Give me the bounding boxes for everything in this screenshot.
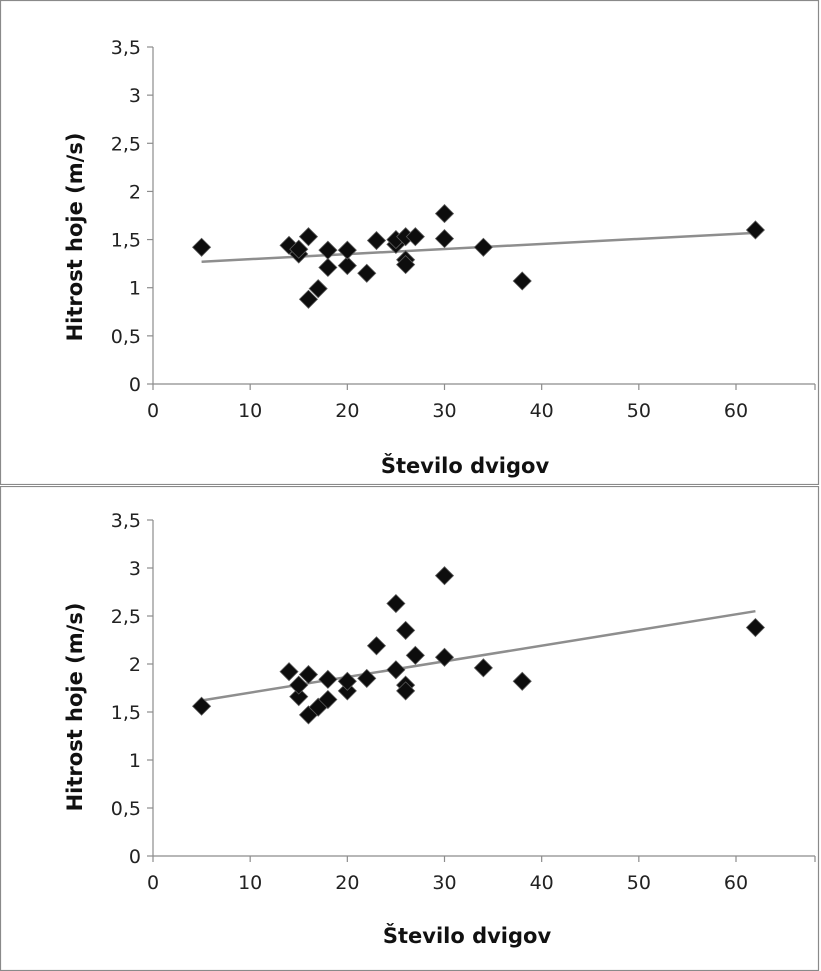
data-point (512, 271, 532, 291)
y-tick-label: 0 (129, 374, 141, 396)
data-point (357, 668, 377, 688)
y-tick-label: 1 (129, 278, 141, 300)
data-point (366, 230, 387, 251)
y-axis-label: Hitrost hoje (m/s) (63, 133, 87, 342)
data-point (396, 681, 416, 701)
chart-panel-top: 0 0,5 1 1,5 2 2,5 3 3,5 0 10 20 30 40 50 60 Hitrost ho… (0, 0, 821, 485)
data-point (386, 660, 406, 680)
y-tick-label: 3,5 (111, 37, 141, 59)
x-tick-label: 40 (530, 400, 554, 422)
data-point (366, 636, 387, 656)
x-tick-label: 60 (724, 400, 748, 422)
data-point (192, 237, 212, 257)
data-point (192, 696, 212, 716)
data-point (308, 279, 328, 299)
x-tick-label: 10 (238, 872, 262, 894)
y-tick-label: 2 (129, 181, 141, 203)
x-axis-label: Število dvigov (383, 923, 552, 948)
data-point (396, 620, 416, 640)
data-point (434, 647, 455, 667)
data-point (289, 687, 309, 707)
y-tick-label: 1,5 (111, 702, 141, 724)
data-point (396, 255, 416, 275)
data-point (318, 689, 338, 710)
data-point (337, 256, 357, 276)
x-tick-label: 30 (432, 400, 456, 422)
data-point (405, 645, 425, 665)
data-point (337, 681, 357, 701)
data-point (386, 593, 406, 614)
data-point (405, 227, 425, 247)
data-point (357, 263, 377, 283)
data-point (298, 227, 319, 247)
chart-frame (0, 486, 820, 971)
data-point (289, 675, 309, 695)
data-point (318, 257, 338, 278)
data-point (298, 664, 319, 685)
y-tick-label: 3 (129, 85, 141, 107)
data-point (473, 658, 493, 678)
x-axis-label: Število dvigov (381, 453, 550, 478)
data-point (298, 289, 319, 309)
data-point (318, 240, 338, 260)
data-point (434, 204, 455, 224)
y-axis-label: Hitrost hoje (m/s) (63, 603, 87, 812)
y-tick-label: 1 (129, 750, 141, 772)
data-point (289, 239, 309, 259)
y-tick-label: 3,5 (111, 510, 141, 532)
x-tick-label: 30 (432, 872, 456, 894)
data-point (745, 617, 765, 638)
y-tick-label: 0,5 (111, 326, 141, 348)
x-tick-label: 50 (627, 400, 651, 422)
data-point (279, 662, 299, 682)
x-tick-label: 60 (724, 872, 748, 894)
y-tick-label: 0,5 (111, 798, 141, 820)
x-tick-label: 20 (335, 400, 359, 422)
y-tick-label: 1,5 (111, 230, 141, 252)
data-point (434, 566, 455, 586)
data-point (745, 220, 765, 240)
data-point (473, 237, 493, 257)
x-tick-label: 0 (147, 872, 159, 894)
chart-panel-bottom: 0 0,5 1 1,5 2 2,5 3 3,5 0 10 20 30 40 50 60 Hitrost ho… (0, 486, 821, 971)
y-tick-label: 0 (129, 846, 141, 868)
x-tick-label: 40 (530, 872, 554, 894)
scatter-chart-top: 0 0,5 1 1,5 2 2,5 3 3,5 0 10 20 30 40 50 60 Hitrost ho… (0, 0, 820, 485)
data-point (434, 229, 455, 249)
chart-frame (0, 0, 820, 485)
y-tick-label: 2 (129, 654, 141, 676)
x-tick-label: 0 (147, 400, 159, 422)
scatter-chart-bottom: 0 0,5 1 1,5 2 2,5 3 3,5 0 10 20 30 40 50 60 Hitrost ho… (0, 486, 820, 971)
x-tick-label: 20 (335, 872, 359, 894)
data-point (512, 671, 532, 691)
x-tick-label: 10 (238, 400, 262, 422)
y-tick-label: 2,5 (111, 606, 141, 628)
y-tick-label: 2,5 (111, 133, 141, 155)
data-point (337, 671, 357, 691)
data-point (318, 669, 338, 689)
data-point (337, 240, 357, 260)
x-tick-label: 50 (627, 872, 651, 894)
y-tick-label: 3 (129, 558, 141, 580)
